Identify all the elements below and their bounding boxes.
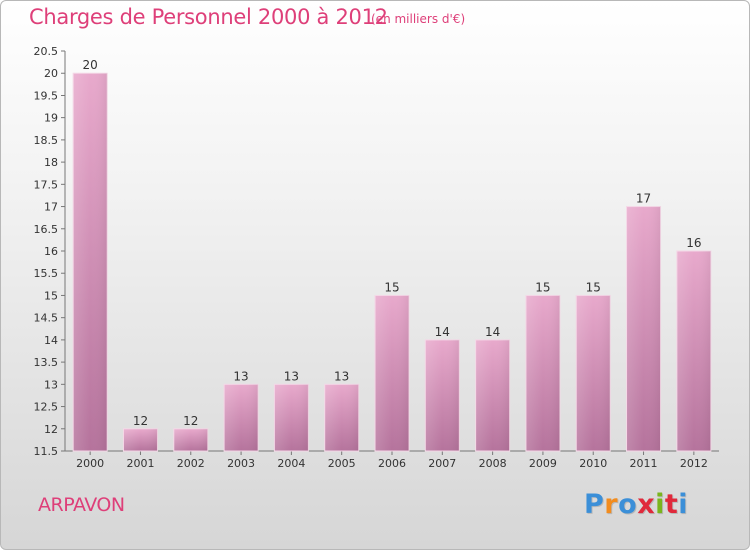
bar-shine [224, 384, 259, 451]
bar-shine [576, 295, 611, 451]
data-label-2006: 15 [384, 280, 399, 294]
logo-letter: r [604, 489, 619, 520]
y-tick-label: 12 [44, 423, 58, 436]
bar-shine [375, 295, 409, 451]
bar-shine [676, 251, 711, 451]
bars [72, 72, 712, 452]
bar-shine [123, 428, 158, 451]
data-label-2001: 12 [133, 414, 148, 428]
y-tick-label: 13.5 [34, 356, 59, 369]
y-tick-label: 14.5 [34, 312, 59, 325]
x-tick-label: 2012 [680, 457, 708, 470]
bar-shine [475, 339, 510, 451]
y-tick-label: 17.5 [34, 178, 59, 191]
y-tick-label: 20 [44, 67, 58, 80]
data-label-2011: 17 [636, 192, 651, 206]
logo-letter: o [618, 489, 638, 520]
y-tick-label: 16 [44, 245, 58, 258]
x-tick-label: 2006 [378, 457, 406, 470]
x-tick-label: 2008 [479, 457, 507, 470]
place-name: ARPAVON [38, 494, 125, 516]
data-label-2004: 13 [284, 369, 299, 383]
data-label-2002: 12 [183, 414, 198, 428]
data-label-2000: 20 [83, 58, 98, 72]
y-tick-label: 15 [44, 289, 58, 302]
y-tick-label: 12.5 [34, 401, 59, 414]
data-label-2010: 15 [586, 280, 601, 294]
x-tick-label: 2007 [428, 457, 456, 470]
chart-title: Charges de Personnel 2000 à 2012 [29, 5, 388, 29]
x-tick-label: 2010 [579, 457, 607, 470]
logo-letter: x [637, 489, 656, 520]
logo-letter: i [655, 489, 665, 520]
y-tick-label: 14 [44, 334, 58, 347]
data-label-2012: 16 [686, 236, 701, 250]
data-label-2007: 14 [435, 325, 450, 339]
x-tick-label: 2002 [177, 457, 205, 470]
data-label-2003: 13 [233, 369, 248, 383]
x-tick-label: 2001 [126, 457, 154, 470]
axes: 11.5 12 12.5 13 13.5 14 14.5 15 15.5 16 16.5 17 17.5… [34, 45, 719, 470]
y-tick-label: 19.5 [34, 89, 59, 102]
bar-shine [425, 339, 460, 451]
y-tick-label: 16.5 [34, 223, 59, 236]
y-tick-label: 11.5 [34, 445, 59, 458]
data-label-2009: 15 [535, 280, 550, 294]
x-tick-label: 2009 [529, 457, 557, 470]
x-tick-label: 2003 [227, 457, 255, 470]
chart-subtitle: (en milliers d'€) [371, 12, 466, 26]
bar-shine [626, 206, 661, 451]
bar-shine [274, 384, 309, 451]
y-tick-label: 19 [44, 112, 58, 125]
proxiti-logo: Proxiti [584, 489, 688, 520]
data-label-2005: 13 [334, 369, 349, 383]
data-label-2008: 14 [485, 325, 500, 339]
logo-letter: i [678, 489, 689, 520]
y-tick-label: 13 [44, 378, 58, 391]
y-tick-label: 15.5 [34, 267, 59, 280]
labels: 20 12 12 13 13 13 15 14 14 15 15 17 16 [83, 58, 702, 428]
bar-shine [525, 295, 560, 451]
bar-shine [324, 384, 359, 451]
y-tick-label: 17 [44, 201, 58, 214]
x-tick-label: 2000 [76, 457, 104, 470]
logo-letter: t [664, 489, 679, 520]
y-tick-label: 18 [44, 156, 58, 169]
x-tick-label: 2005 [328, 457, 356, 470]
logo-letter: P [584, 489, 605, 520]
bar-shine [73, 73, 108, 451]
bar-shine [173, 428, 208, 451]
y-tick-label: 20.5 [34, 45, 59, 58]
x-tick-label: 2004 [277, 457, 305, 470]
x-tick-label: 2011 [630, 457, 658, 470]
y-tick-label: 18.5 [34, 134, 59, 147]
